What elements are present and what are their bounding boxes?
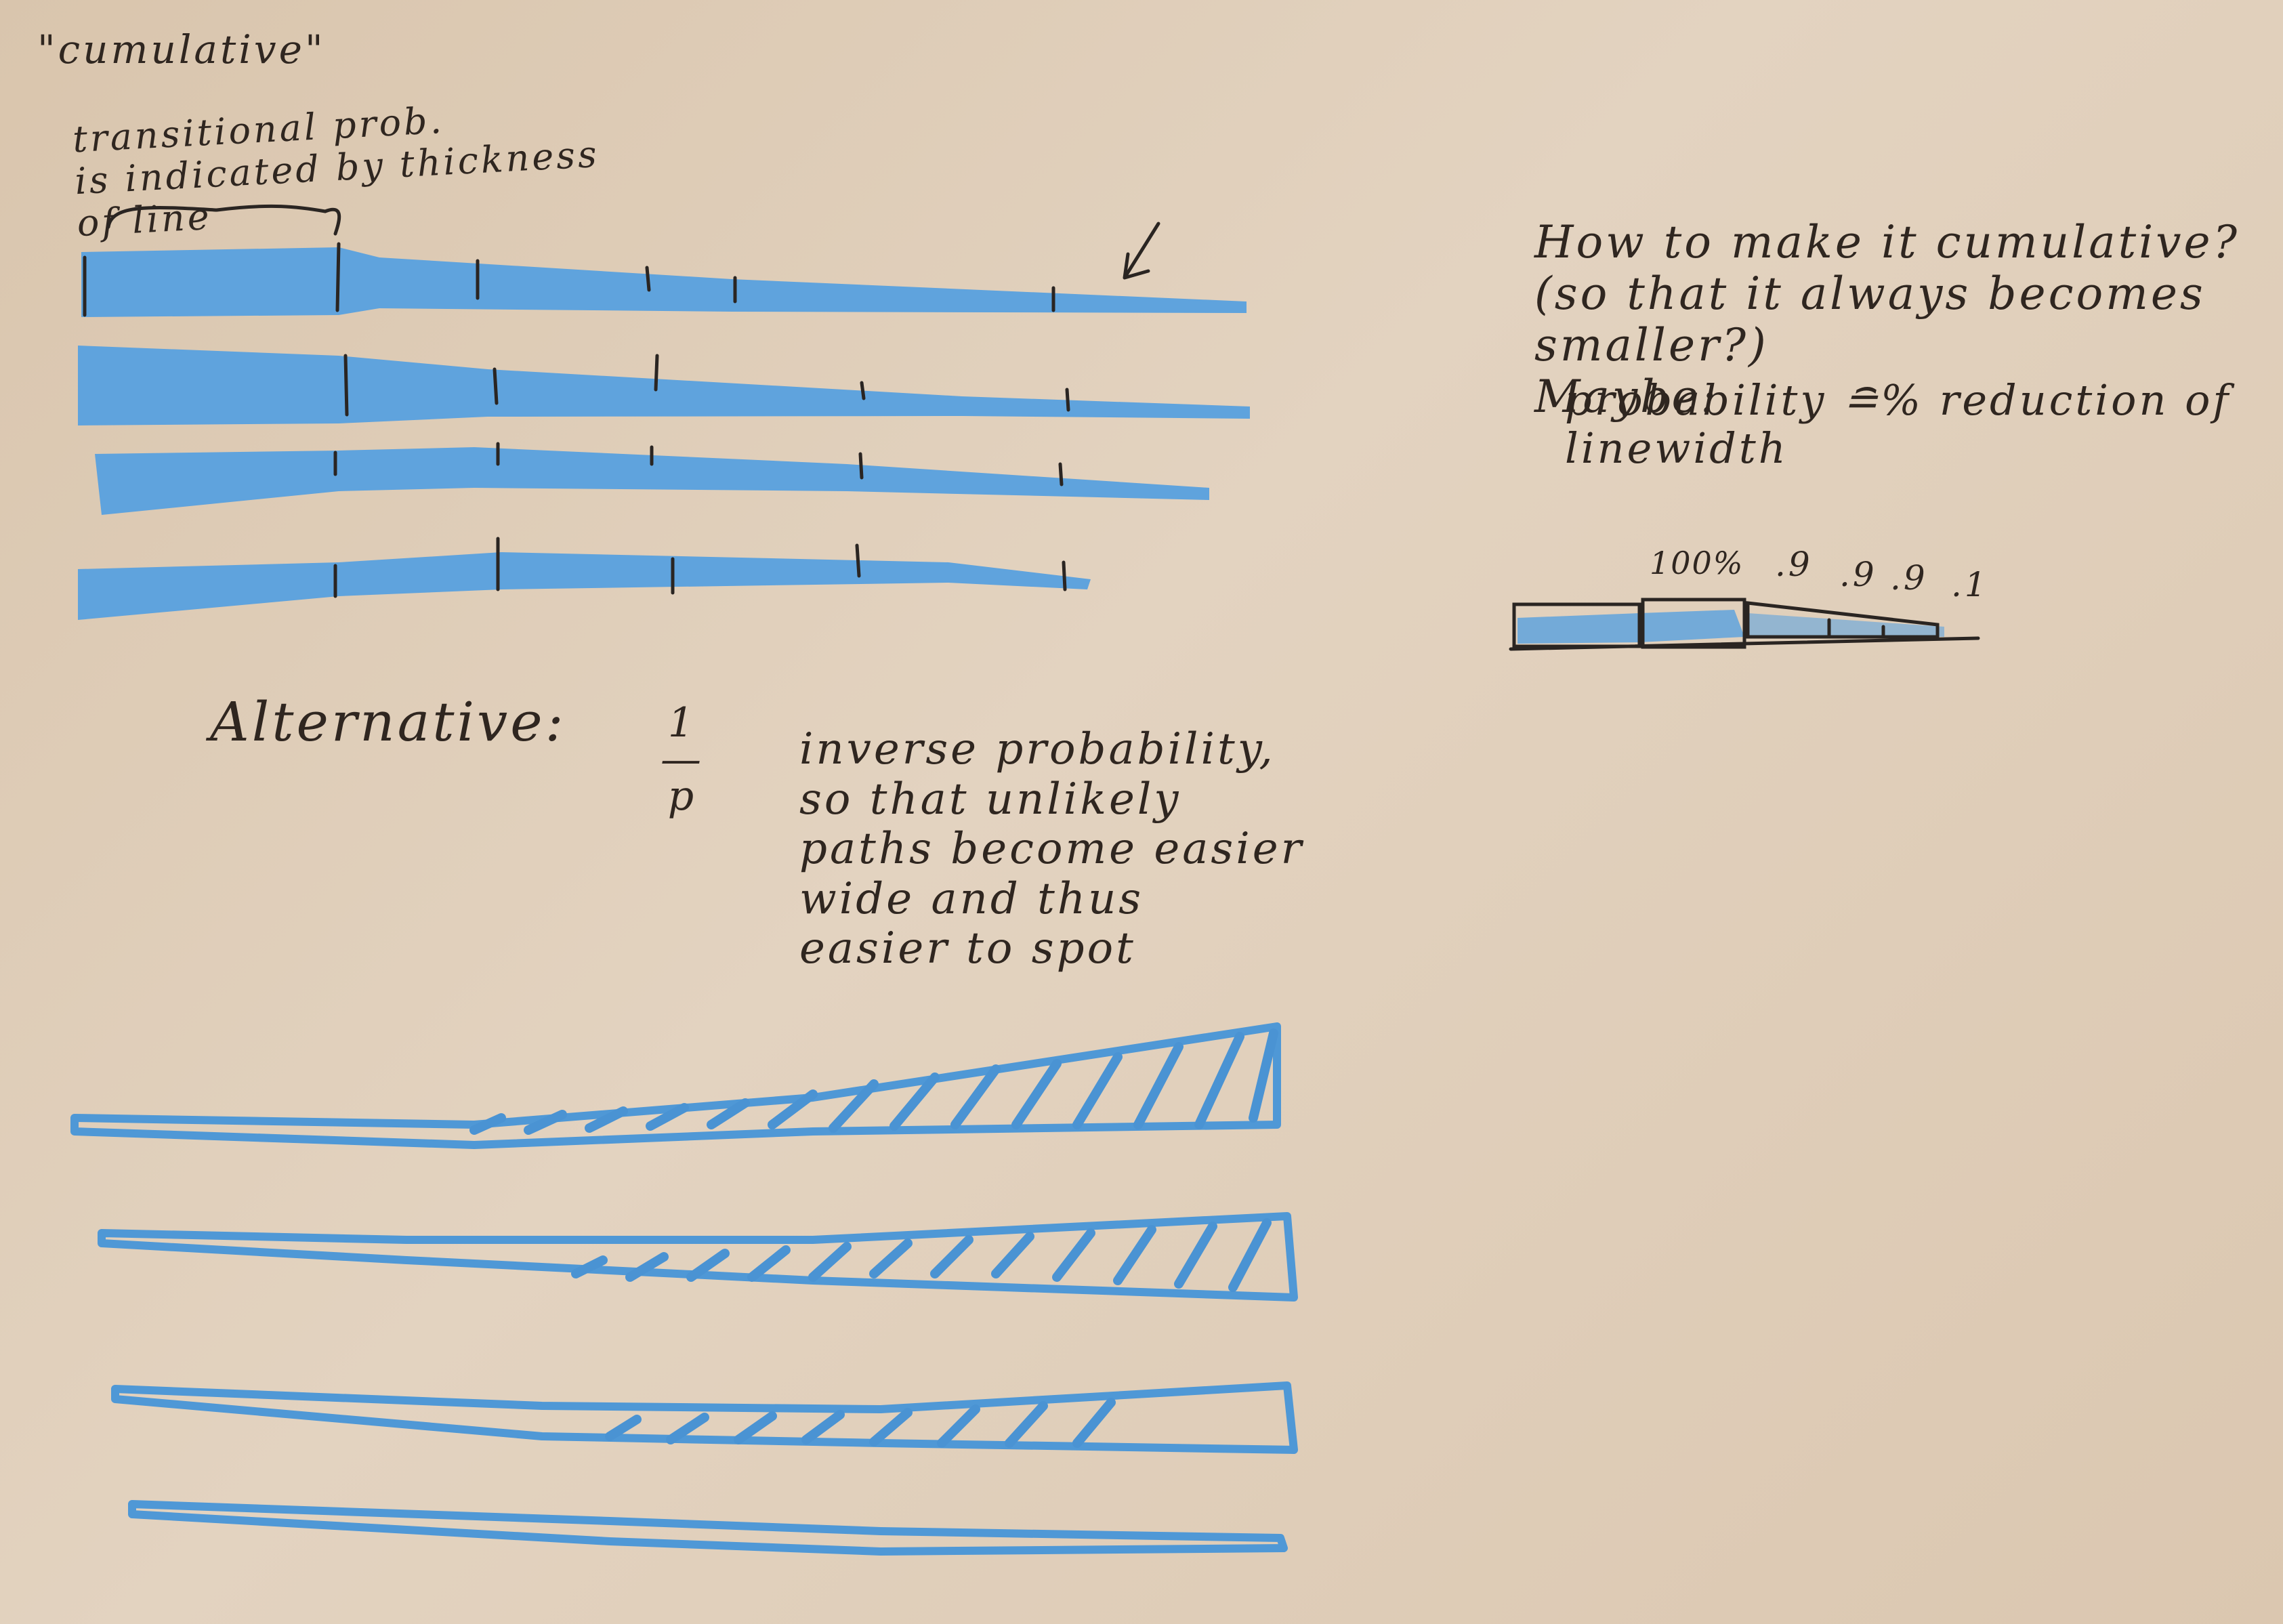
- example-label-b: .9: [1839, 555, 1877, 594]
- tick-mark: [335, 242, 341, 312]
- example-segment-fill: [1748, 613, 1944, 637]
- example-label-100: 100%: [1650, 545, 1744, 581]
- tick-mark: [654, 354, 659, 392]
- tapering-line-2: [78, 346, 1250, 425]
- widening-line-c-hatch: [605, 1398, 1116, 1448]
- tapering-line-1: [81, 247, 1247, 317]
- widening-line-b: [98, 1212, 1298, 1302]
- cumulative-title: "cumulative": [37, 26, 326, 72]
- tapering-line-3: [95, 447, 1209, 515]
- example-label-a: .9: [1775, 545, 1813, 584]
- example-segment-fill: [1517, 610, 1744, 644]
- arrow-mark: [1123, 222, 1160, 280]
- widening-line-c: [111, 1381, 1298, 1454]
- widening-line-d: [128, 1500, 1288, 1556]
- widening-line-a-hatch: [469, 1028, 1278, 1135]
- how-cumulative-question: How to make it cumulative? (so that it a…: [1534, 216, 2240, 423]
- cumulative-example-diagram: [1509, 598, 1980, 651]
- tick-mark: [858, 452, 864, 480]
- tick-mark: [1065, 388, 1070, 412]
- tapering-line-4: [78, 552, 1091, 620]
- example-label-d: .1: [1951, 565, 1989, 604]
- brace-mark: [106, 204, 341, 236]
- widening-line-b-hatch: [571, 1218, 1272, 1292]
- baseline-mark: [1509, 636, 1980, 651]
- inverse-probability-note: inverse probability, so that unlikely pa…: [799, 724, 1305, 974]
- example-box: [1746, 601, 1940, 639]
- tick-mark: [343, 354, 349, 417]
- tick-mark: [855, 543, 861, 578]
- tapering-lines-group: [78, 242, 1250, 620]
- tick-mark: [645, 266, 651, 292]
- tick-mark: [1058, 462, 1064, 486]
- maybe-explanation: probability ≘% reduction of linewidth: [1565, 375, 2232, 474]
- example-label-c: .9: [1890, 558, 1928, 598]
- tick-mark: [860, 381, 866, 400]
- alternative-label: Alternative:: [210, 690, 566, 753]
- widening-line-a: [70, 1022, 1281, 1149]
- tick-mark: [1062, 560, 1067, 591]
- one-over-p: 1 — p: [661, 699, 704, 820]
- tick-mark: [493, 367, 499, 405]
- example-box: [1641, 598, 1746, 649]
- widening-lines-group: [70, 1022, 1298, 1556]
